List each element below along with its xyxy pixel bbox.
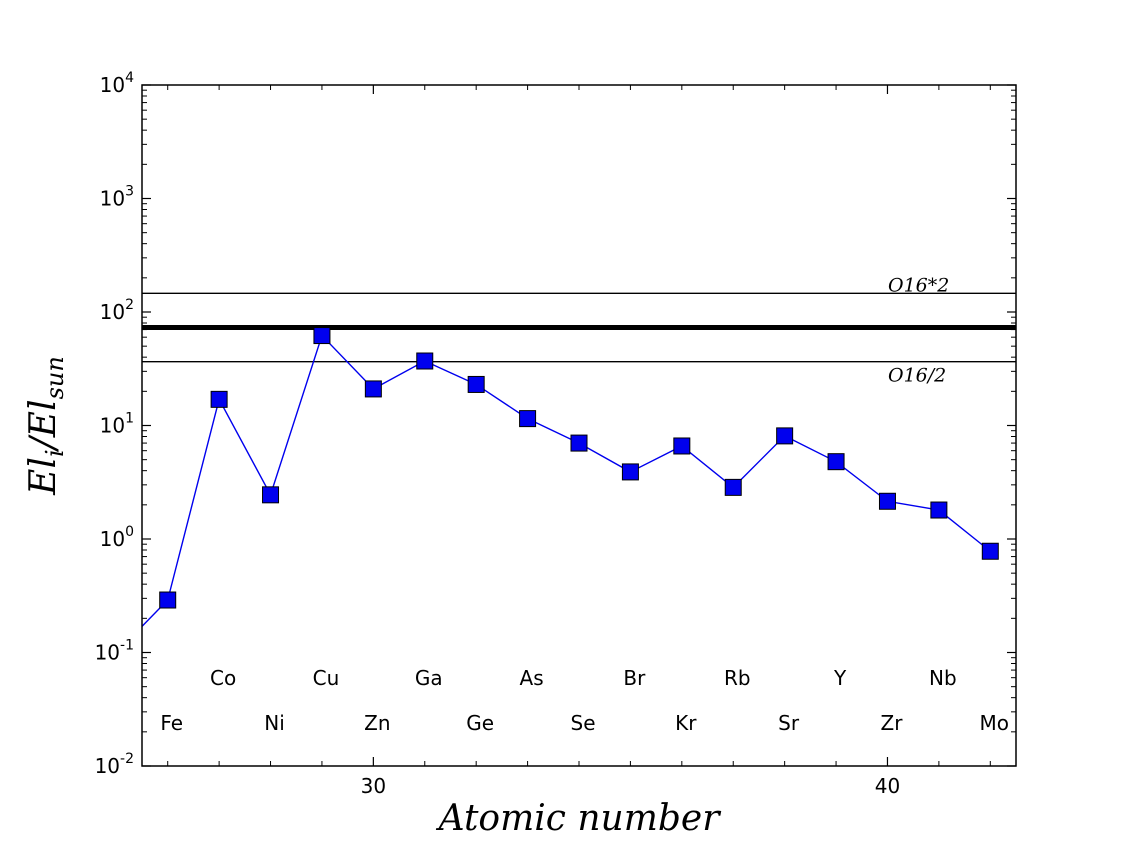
- element-label: Co: [210, 666, 236, 690]
- data-point-marker: [416, 352, 434, 370]
- x-tick-label: 40: [875, 774, 900, 798]
- data-point-marker: [981, 542, 999, 560]
- data-point-marker: [210, 390, 228, 408]
- data-point-marker: [364, 380, 382, 398]
- y-tick-label: 100: [100, 524, 134, 551]
- data-point-marker: [262, 486, 280, 504]
- x-axis-title: Atomic number: [436, 798, 722, 839]
- element-label: Sr: [778, 711, 800, 735]
- data-point-marker: [878, 492, 896, 510]
- y-axis-title-sub1: i: [41, 449, 69, 457]
- data-point-marker: [519, 410, 537, 428]
- y-axis-title-main: El: [23, 457, 64, 496]
- y-axis-title-mid: /El: [23, 399, 64, 452]
- element-label: Cu: [313, 666, 340, 690]
- element-label: Ge: [466, 711, 494, 735]
- data-series: [141, 327, 999, 627]
- y-tick-label: 10-2: [95, 751, 134, 778]
- y-tick-label: 101: [100, 411, 134, 438]
- data-point-marker: [673, 437, 691, 455]
- reference-lines: O16*2 O16/2: [142, 274, 1016, 387]
- axis-ticks: 10-2 10-1 100 101 102 103 104 30 40: [95, 70, 1016, 798]
- x-tick-label: 30: [361, 774, 386, 798]
- data-point-marker: [724, 478, 742, 496]
- data-point-marker: [776, 427, 794, 445]
- data-point-marker: [621, 463, 639, 481]
- plot-frame: [141, 84, 1017, 767]
- element-label: Se: [571, 711, 596, 735]
- element-label: Kr: [675, 711, 697, 735]
- data-point-marker: [570, 434, 588, 452]
- element-label: Zr: [881, 711, 904, 735]
- y-tick-label: 10-1: [95, 638, 134, 665]
- element-label: Br: [623, 666, 646, 690]
- data-point-marker: [930, 501, 948, 519]
- element-labels: Fe Co Ni Cu Zn Ga Ge As Se Br Kr Rb Sr Y Zr Nb Mo: [160, 666, 1009, 735]
- element-label: As: [520, 666, 544, 690]
- series-line: [141, 334, 991, 627]
- element-label: Ga: [415, 666, 443, 690]
- y-tick-label: 102: [100, 297, 134, 324]
- element-label: Fe: [160, 711, 183, 735]
- data-point-marker: [313, 327, 331, 345]
- reference-line-label: O16/2: [888, 365, 946, 387]
- element-label: Mo: [980, 711, 1010, 735]
- y-tick-label: 104: [100, 70, 134, 97]
- reference-line-label: O16*2: [888, 274, 949, 296]
- element-label: Zn: [364, 711, 390, 735]
- data-point-marker: [827, 453, 845, 471]
- data-point-marker: [467, 375, 485, 393]
- y-axis-title-sub2: sun: [41, 356, 69, 399]
- y-axis-title: Eli/Elsun: [23, 356, 69, 496]
- data-point-marker: [159, 591, 177, 609]
- element-label: Ni: [264, 711, 285, 735]
- element-label: Nb: [929, 666, 957, 690]
- element-label: Rb: [724, 666, 751, 690]
- y-tick-label: 103: [100, 184, 134, 211]
- element-label: Y: [833, 666, 847, 690]
